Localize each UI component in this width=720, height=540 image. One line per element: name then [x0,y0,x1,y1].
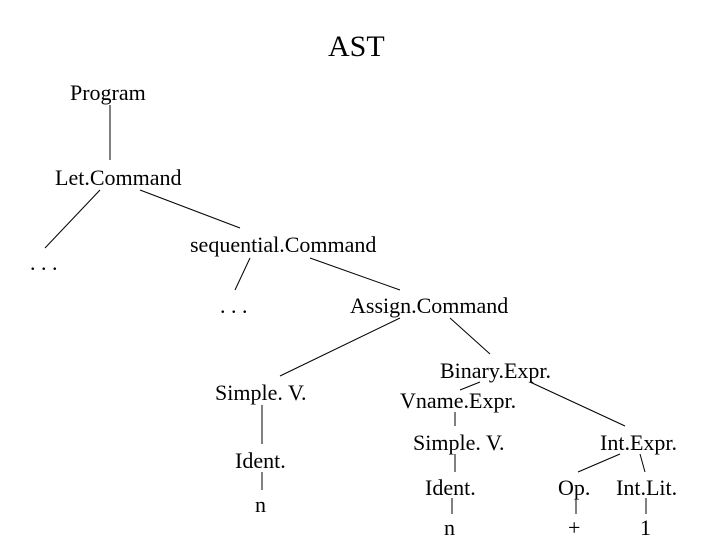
node-intexpr: Int.Expr. [600,430,677,456]
title-ast: AST [328,30,385,64]
node-sequentialcommand: sequential.Command [190,232,376,258]
ast-tree-canvas: AST Program Let.Command . . . sequential… [0,0,720,540]
node-op: Op. [558,475,590,501]
node-letcommand: Let.Command [55,165,181,191]
node-plus: + [568,515,580,540]
node-intlit: Int.Lit. [616,475,677,501]
node-program: Program [70,80,146,106]
node-vnameexpr: Vname.Expr. [400,388,516,414]
node-simplev-2: Simple. V. [413,430,505,456]
node-assigncommand: Assign.Command [350,293,508,319]
node-one: 1 [640,515,651,540]
node-ellipsis-1: . . . [30,250,58,276]
node-n-1: n [255,492,266,518]
node-n-2: n [444,515,455,540]
node-simplev-1: Simple. V. [215,380,307,406]
node-binaryexpr: Binary.Expr. [440,358,551,384]
node-ident-2: Ident. [425,475,476,501]
node-ident-1: Ident. [235,448,286,474]
node-ellipsis-2: . . . [220,293,248,319]
